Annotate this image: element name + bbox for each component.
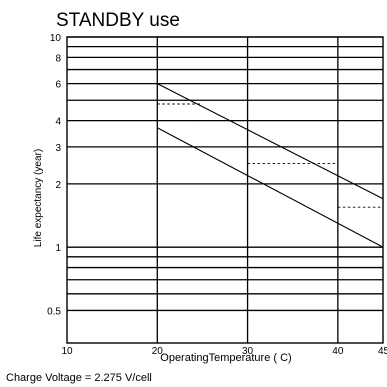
x-tick-label: 45: [378, 346, 387, 357]
y-tick-label: 4: [55, 117, 61, 128]
y-tick-label: 8: [55, 53, 61, 64]
x-tick-label: 40: [332, 346, 344, 357]
y-tick-label: 6: [55, 80, 61, 91]
y-tick-label: 10: [50, 33, 62, 44]
life-curves: [157, 83, 384, 248]
plot-frame: [66, 36, 384, 344]
y-tick-labels: 10 8 6 4 3 2 1 0.5: [47, 33, 61, 317]
upper-life-curve: [157, 83, 384, 200]
y-tick-label: 2: [55, 180, 61, 191]
y-tick-label: 1: [55, 243, 61, 254]
y-axis-label: Life expectancy (year): [33, 149, 44, 247]
y-tick-label: 0.5: [47, 306, 61, 317]
x-tick-label: 10: [61, 346, 73, 357]
x-axis-label: OperatingTemperature ( C): [160, 352, 291, 364]
grid: [67, 36, 383, 343]
x-tick-label: 30: [242, 346, 254, 357]
lower-life-curve: [157, 127, 384, 248]
dashed-guides: [157, 103, 383, 220]
y-tick-label: 3: [55, 143, 61, 154]
chart-title: STANDBY use: [56, 10, 180, 31]
x-tick-label: 20: [152, 346, 164, 357]
charge-voltage-note: Charge Voltage = 2.275 V/cell: [6, 372, 152, 384]
x-tick-labels: 10 20 30 40 45: [61, 346, 387, 357]
